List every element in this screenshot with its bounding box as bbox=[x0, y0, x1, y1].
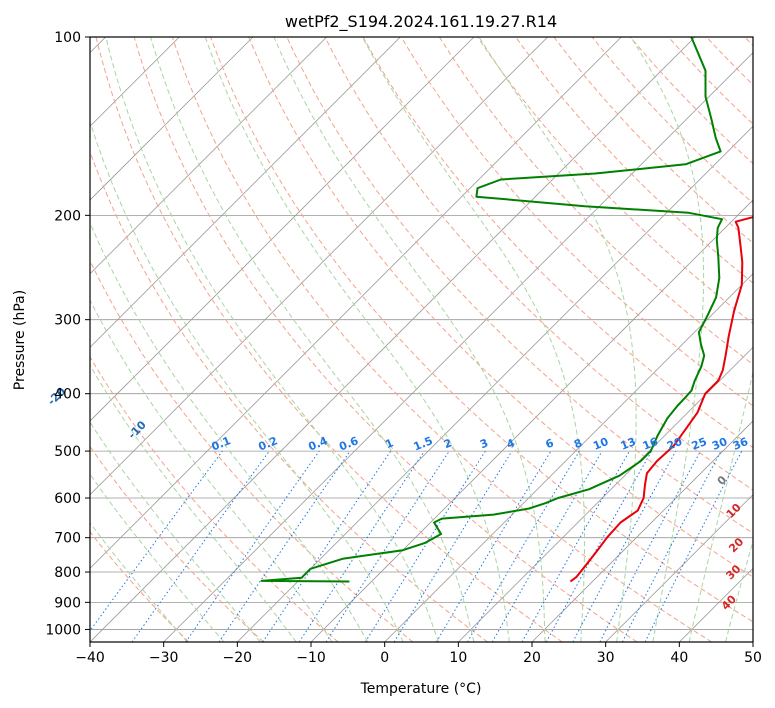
background-grid bbox=[90, 37, 753, 642]
mixing-ratio-line bbox=[185, 450, 320, 642]
mixing-ratio-line bbox=[491, 450, 603, 642]
moist-adiabat bbox=[90, 473, 225, 642]
y-tick-label: 500 bbox=[54, 444, 81, 460]
profile-series bbox=[260, 37, 753, 583]
mixing-ratio-label: 30 bbox=[710, 435, 729, 453]
y-tick-label: 900 bbox=[54, 595, 81, 611]
dry-adiabat bbox=[133, 37, 638, 642]
dry-adiabat bbox=[591, 37, 753, 204]
moist-adiabat bbox=[688, 370, 753, 642]
mixing-ratio-line bbox=[90, 450, 223, 632]
moist-adiabat bbox=[630, 37, 705, 642]
isotherm-line bbox=[605, 494, 753, 642]
y-tick-label: 400 bbox=[54, 387, 81, 403]
moist-adiabat bbox=[204, 37, 510, 642]
temperature-line bbox=[569, 216, 753, 583]
x-tick-label: 30 bbox=[597, 650, 615, 666]
dry-adiabat bbox=[400, 37, 753, 407]
moist-adiabat bbox=[90, 299, 333, 642]
isotherm-line bbox=[90, 37, 696, 642]
isotherm-line bbox=[90, 37, 622, 569]
y-tick-label: 800 bbox=[54, 565, 81, 581]
y-axis-label: Pressure (hPa) bbox=[12, 290, 28, 390]
moist-adiabat bbox=[725, 539, 753, 642]
moist-adiabat bbox=[478, 37, 637, 642]
dry-adiabat bbox=[248, 37, 753, 578]
dry-adiabat bbox=[90, 531, 190, 642]
x-tick-label: −20 bbox=[223, 650, 253, 666]
mixing-ratio-line bbox=[218, 450, 351, 642]
chart-title: wetPf2_S194.2024.161.19.27.R14 bbox=[285, 12, 557, 32]
mixing-ratio-line bbox=[572, 450, 677, 642]
mixing-ratio-line bbox=[467, 450, 580, 642]
dry-adiabat bbox=[324, 37, 753, 491]
mixing-ratio-label: 20 bbox=[665, 435, 684, 453]
dry-adiabat bbox=[90, 150, 488, 642]
mixing-ratio-line bbox=[393, 450, 513, 642]
mixing-ratio-label: 2 bbox=[442, 436, 454, 451]
moist-adiabat bbox=[90, 221, 369, 642]
mixing-ratio-line bbox=[545, 450, 653, 642]
moist-adiabat bbox=[90, 120, 404, 642]
dry-adiabat bbox=[438, 37, 753, 365]
moist-adiabat bbox=[150, 37, 475, 642]
x-tick-label: 0 bbox=[380, 650, 389, 666]
isotherm-line bbox=[237, 125, 753, 642]
mixing-ratio-label: 1 bbox=[383, 436, 395, 451]
x-tick-label: −10 bbox=[296, 650, 326, 666]
x-tick-label: 40 bbox=[670, 650, 688, 666]
isotherm-line bbox=[163, 52, 753, 642]
x-axis-label: Temperature (°C) bbox=[360, 681, 482, 697]
y-tick-label: 700 bbox=[54, 531, 81, 547]
mixing-ratio-line bbox=[131, 450, 270, 642]
dry-adiabat bbox=[553, 37, 753, 244]
isotherm-line bbox=[90, 37, 401, 348]
dry-adiabat bbox=[90, 259, 414, 642]
dewpoint-line bbox=[260, 37, 723, 583]
dry-adiabat bbox=[286, 37, 753, 534]
mixing-ratio-label: 25 bbox=[690, 435, 709, 453]
y-tick-label: 600 bbox=[54, 491, 81, 507]
y-tick-label: 100 bbox=[54, 30, 81, 46]
mixing-ratio-line bbox=[521, 450, 630, 642]
x-tick-label: −30 bbox=[149, 650, 179, 666]
mixing-ratio-label: 16 bbox=[641, 435, 660, 453]
x-tick-label: 10 bbox=[449, 650, 467, 666]
isotherm-line bbox=[90, 37, 327, 275]
moist-adiabat bbox=[273, 37, 546, 642]
isotherm-line bbox=[531, 420, 753, 642]
mixing-ratio-line bbox=[325, 450, 450, 642]
mixing-ratio-label: 3 bbox=[478, 436, 490, 451]
dry-adiabat bbox=[477, 37, 753, 325]
isotherm-line bbox=[384, 273, 753, 642]
moist-adiabat bbox=[105, 37, 439, 642]
y-tick-label: 200 bbox=[54, 208, 81, 224]
mixing-ratio-label: 8 bbox=[572, 436, 584, 451]
isotherm-line bbox=[90, 37, 548, 496]
x-tick-label: 20 bbox=[523, 650, 541, 666]
isotherm-line bbox=[90, 37, 475, 422]
dry-adiabat bbox=[171, 37, 712, 642]
dry-adiabat bbox=[210, 37, 753, 623]
moist-adiabat bbox=[90, 421, 261, 642]
x-tick-label: −40 bbox=[75, 650, 105, 666]
mixing-ratio-label: 10 bbox=[591, 435, 610, 453]
y-tick-label: 1000 bbox=[45, 622, 81, 638]
dry-adiabat bbox=[90, 355, 339, 642]
adiabats-and-mixing-lines bbox=[90, 37, 753, 642]
mixing-ratio-line bbox=[435, 450, 552, 642]
isotherm-line bbox=[458, 346, 753, 642]
dry-adiabat bbox=[362, 37, 753, 449]
plot-frame bbox=[89, 36, 754, 643]
y-tick-label: 300 bbox=[54, 313, 81, 329]
isotherm-line bbox=[90, 37, 254, 201]
x-tick-label: 50 bbox=[744, 650, 762, 666]
moist-adiabat bbox=[90, 522, 188, 642]
axes: −40 −30 −20 −10 0 10 20 30 40 50 100 200 300 400 500 60… bbox=[45, 30, 762, 666]
mixing-ratio-label: 13 bbox=[619, 435, 638, 453]
dry-adiabat bbox=[95, 37, 563, 642]
mixing-ratio-label: 36 bbox=[731, 435, 750, 453]
mixing-ratio-line bbox=[364, 450, 486, 642]
